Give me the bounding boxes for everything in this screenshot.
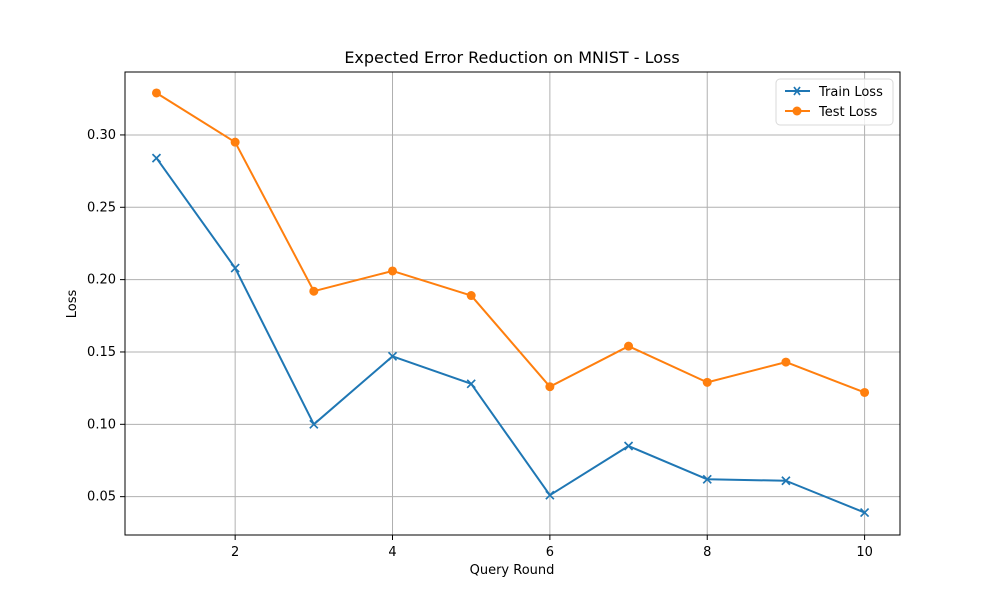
train-loss-point: [545, 490, 555, 500]
series-layer: [151, 88, 870, 518]
plot-area-border: [124, 71, 901, 536]
test-loss-point: [466, 291, 476, 301]
y-tick-label: 0.10: [87, 417, 116, 432]
train-loss-line: [155, 157, 866, 514]
train-loss-point: [466, 379, 476, 389]
y-axis-ticks: 0.05 0.10 0.15 0.20 0.25 0.30: [87, 128, 125, 505]
test-loss-point: [702, 377, 712, 387]
y-tick-label: 0.15: [87, 345, 116, 360]
y-tick-label: 0.25: [87, 200, 116, 215]
x-tick-label: 2: [231, 545, 239, 560]
legend: Train Loss Test Loss: [775, 78, 894, 126]
x-tick-label: 10: [856, 545, 873, 560]
x-tick-label: 4: [388, 545, 396, 560]
test-loss-point: [309, 286, 319, 296]
x-axis-ticks: 2 4 6 8 10: [231, 535, 873, 560]
chart-title: Expected Error Reduction on MNIST - Loss: [344, 48, 679, 67]
test-loss-point: [624, 341, 634, 351]
train-loss-point: [387, 351, 398, 361]
test-loss-point: [230, 137, 240, 147]
y-tick-label: 0.05: [87, 490, 116, 505]
test-loss-point: [151, 88, 161, 98]
x-tick-label: 8: [703, 545, 711, 560]
legend-label-test-loss: Test Loss: [818, 105, 877, 120]
x-axis-title: Query Round: [470, 563, 555, 578]
train-loss-point: [230, 263, 240, 273]
test-loss-point: [781, 357, 791, 367]
plot-area-background: [125, 72, 900, 535]
legend-marker-train-loss: [793, 86, 801, 96]
test-loss-point: [860, 387, 870, 397]
train-loss-point: [781, 476, 791, 486]
train-loss-point: [309, 419, 319, 429]
train-loss-point: [151, 153, 162, 163]
test-loss-line: [155, 91, 866, 394]
train-loss-point: [859, 507, 870, 518]
y-tick-label: 0.20: [87, 273, 116, 288]
train-loss-point: [623, 441, 634, 451]
y-tick-label: 0.30: [87, 128, 116, 143]
x-tick-label: 6: [546, 545, 554, 560]
grid-lines: [125, 72, 900, 535]
test-loss-point: [545, 382, 555, 392]
legend-label-train-loss: Train Loss: [818, 85, 883, 100]
train-loss-point: [702, 474, 712, 484]
test-loss-point: [388, 266, 398, 276]
y-axis-title: Loss: [65, 290, 80, 319]
legend-marker-test-loss: [792, 106, 802, 116]
